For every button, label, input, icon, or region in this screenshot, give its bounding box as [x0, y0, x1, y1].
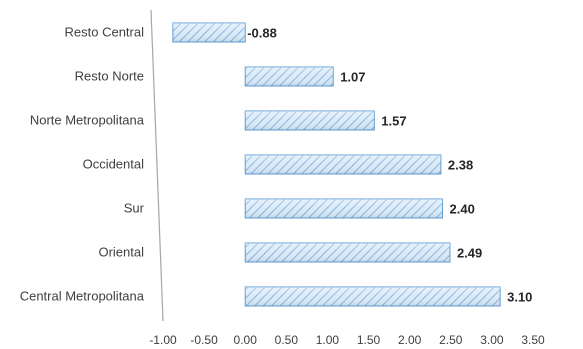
data-label: 2.38 — [448, 158, 473, 173]
bar-shade — [245, 199, 443, 218]
x-tick-label: -1.00 — [149, 333, 177, 347]
category-label: Oriental — [98, 245, 144, 260]
x-tick-label: 2.00 — [398, 333, 422, 347]
bar-6 — [244, 286, 501, 307]
x-tick-label: 2.50 — [439, 333, 463, 347]
x-tick-label: 3.00 — [480, 333, 504, 347]
bars — [172, 22, 501, 307]
bar-shade — [245, 67, 334, 86]
category-label: Occidental — [83, 157, 145, 172]
bar-shade — [172, 23, 246, 42]
category-label: Central Metropolitana — [20, 289, 145, 304]
x-tick-label: 1.50 — [357, 333, 381, 347]
bar-0 — [172, 22, 246, 43]
data-label: 3.10 — [507, 290, 532, 305]
category-labels: Resto Central Resto Norte Norte Metropolit… — [20, 25, 145, 304]
bar-5 — [244, 242, 451, 263]
bar-shade — [245, 155, 441, 174]
bar-shade — [245, 287, 501, 306]
data-label: 1.07 — [340, 70, 365, 85]
bar-shade — [245, 243, 450, 262]
bar-4 — [244, 198, 444, 219]
x-tick-label: 1.00 — [316, 333, 340, 347]
bar-1 — [244, 66, 334, 87]
x-tick-label: 0.00 — [234, 333, 258, 347]
data-label: 1.57 — [381, 114, 406, 129]
data-labels: -0.88 1.07 1.57 2.38 2.40 2.49 3.10 — [247, 26, 532, 305]
category-axis-line — [150, 9, 164, 322]
category-label: Resto Norte — [75, 69, 144, 84]
bar-shade — [245, 111, 375, 130]
x-tick-label: 3.50 — [521, 333, 545, 347]
x-tick-label: 0.50 — [275, 333, 299, 347]
x-axis-tick-labels: -1.00 -0.50 0.00 0.50 1.00 1.50 2.00 2.50 3.00 3.… — [149, 333, 545, 347]
data-label: 2.40 — [450, 202, 475, 217]
bar-2 — [244, 110, 375, 131]
data-label: -0.88 — [247, 26, 277, 41]
x-tick-label: -0.50 — [190, 333, 218, 347]
data-label: 2.49 — [457, 246, 482, 261]
category-label: Resto Central — [65, 25, 145, 40]
bar-3 — [244, 154, 442, 175]
category-label: Sur — [124, 201, 145, 216]
category-label: Norte Metropolitana — [30, 113, 145, 128]
